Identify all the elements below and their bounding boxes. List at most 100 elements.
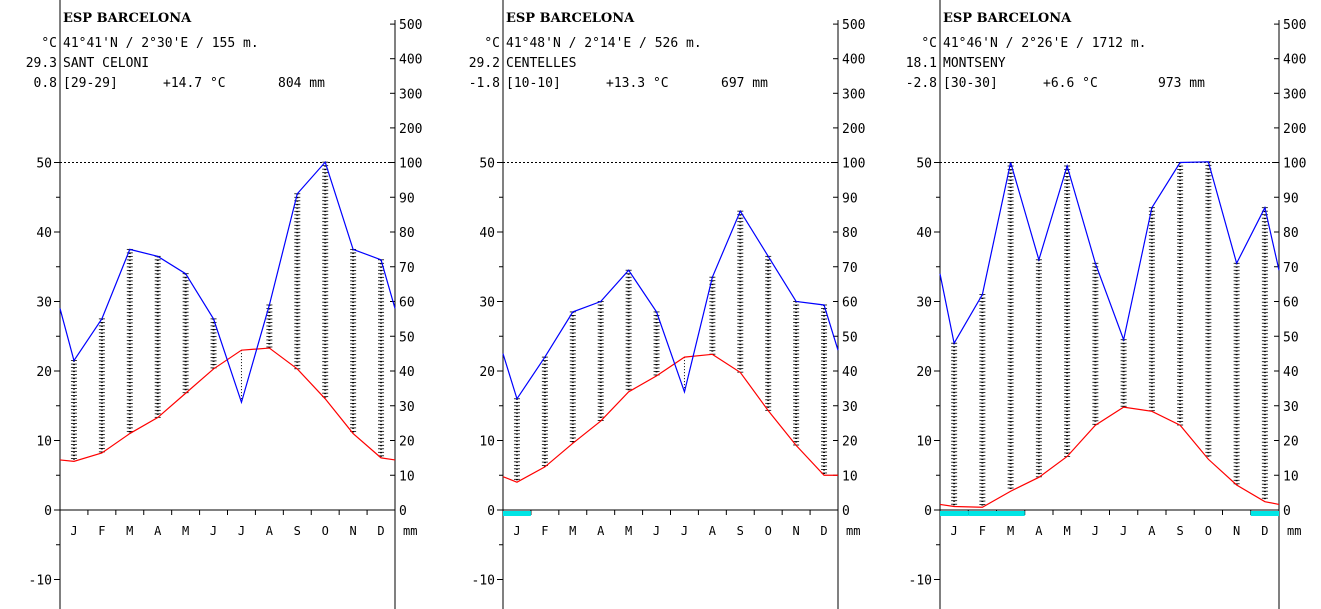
precip-tick-label: 100: [1283, 157, 1306, 172]
month-label: O: [765, 524, 772, 538]
abs-max-temp: 29.3: [26, 56, 57, 71]
temp-tick-label: 50: [916, 157, 932, 172]
month-label: N: [1233, 524, 1240, 538]
precip-tick-label: 300: [842, 87, 865, 102]
month-label: N: [793, 524, 800, 538]
month-label: J: [1120, 524, 1127, 538]
temp-tick-label: 10: [916, 435, 932, 450]
month-label: J: [681, 524, 688, 538]
precip-tick-label: 60: [842, 296, 858, 311]
station-name: SANT CELONI: [63, 56, 149, 71]
station-name: CENTELLES: [506, 56, 576, 71]
month-label: A: [1148, 524, 1156, 538]
temp-unit-label: °C: [484, 36, 500, 51]
precip-tick-label: 90: [1283, 191, 1299, 206]
precip-tick-label: 50: [842, 330, 858, 345]
precip-tick-label: 400: [399, 53, 422, 68]
temp-tick-label: 40: [36, 226, 52, 241]
temperature-line: [939, 406, 1280, 508]
annual-precipitation: 973 mm: [1158, 76, 1205, 91]
observation-period: [30-30]: [943, 76, 998, 91]
month-label: D: [820, 524, 827, 538]
month-label: M: [625, 524, 632, 538]
region-title: ESP BARCELONA: [63, 11, 192, 26]
abs-max-temp: 18.1: [906, 56, 937, 71]
station-name: MONTSENY: [943, 56, 1006, 71]
mean-temperature: +13.3 °C: [606, 76, 669, 91]
abs-max-temp: 29.2: [469, 56, 500, 71]
temp-tick-label: 50: [36, 157, 52, 172]
month-label: D: [1261, 524, 1268, 538]
observation-period: [10-10]: [506, 76, 561, 91]
month-label: A: [154, 524, 162, 538]
temp-tick-label: 0: [487, 504, 495, 519]
precip-unit-label: mm: [403, 524, 417, 538]
temp-tick-label: 50: [479, 157, 495, 172]
temp-tick-label: 20: [36, 365, 52, 380]
precip-tick-label: 40: [399, 365, 415, 380]
temp-tick-label: 0: [44, 504, 52, 519]
precip-tick-label: 400: [842, 53, 865, 68]
month-label: J: [951, 524, 958, 538]
region-title: ESP BARCELONA: [943, 11, 1072, 26]
month-label: O: [1205, 524, 1212, 538]
climate-panel-2: ESP BARCELONA °C 41°48'N / 2°14'E / 526 m.…: [469, 0, 865, 609]
month-label: J: [70, 524, 77, 538]
month-label: J: [513, 524, 520, 538]
precip-tick-label: 50: [399, 330, 415, 345]
frost-month-bar: [940, 511, 969, 516]
month-label: O: [322, 524, 329, 538]
precip-tick-label: 500: [1283, 18, 1306, 33]
temp-unit-label: °C: [921, 36, 937, 51]
mean-temperature: +14.7 °C: [163, 76, 226, 91]
precip-tick-label: 20: [399, 435, 415, 450]
precip-tick-label: 200: [399, 122, 422, 137]
month-label: S: [294, 524, 301, 538]
temp-unit-label: °C: [41, 36, 57, 51]
precip-tick-label: 90: [399, 191, 415, 206]
temp-tick-label: 40: [479, 226, 495, 241]
month-label: M: [182, 524, 189, 538]
precipitation-line: [59, 160, 396, 405]
precip-tick-label: 200: [842, 122, 865, 137]
precip-tick-label: 60: [399, 296, 415, 311]
temp-tick-label: -10: [29, 574, 52, 589]
precip-tick-label: 90: [842, 191, 858, 206]
precip-tick-label: 30: [842, 400, 858, 415]
observation-period: [29-29]: [63, 76, 118, 91]
temperature-line: [59, 347, 396, 462]
precip-tick-label: 70: [842, 261, 858, 276]
abs-min-temp: 0.8: [34, 76, 57, 91]
precip-tick-label: 30: [399, 400, 415, 415]
month-label: A: [709, 524, 717, 538]
climate-panel-1: ESP BARCELONA °C 41°41'N / 2°30'E / 155 m.…: [26, 0, 422, 609]
precip-tick-label: 40: [1283, 365, 1299, 380]
annual-precipitation: 804 mm: [278, 76, 325, 91]
precip-tick-label: 80: [842, 226, 858, 241]
frost-month-bar: [503, 511, 531, 516]
precip-tick-label: 20: [842, 435, 858, 450]
precip-tick-label: 80: [399, 226, 415, 241]
month-label: F: [541, 524, 548, 538]
temp-tick-label: 40: [916, 226, 932, 241]
month-label: F: [98, 524, 105, 538]
month-label: A: [597, 524, 605, 538]
precip-tick-label: 10: [399, 469, 415, 484]
annual-precipitation: 697 mm: [721, 76, 768, 91]
precip-tick-label: 60: [1283, 296, 1299, 311]
month-label: N: [350, 524, 357, 538]
temp-tick-label: 20: [916, 365, 932, 380]
abs-min-temp: -2.8: [906, 76, 937, 91]
precip-tick-label: 400: [1283, 53, 1306, 68]
month-label: J: [1092, 524, 1099, 538]
temp-tick-label: 10: [36, 435, 52, 450]
precip-tick-label: 300: [1283, 87, 1306, 102]
precip-tick-label: 300: [399, 87, 422, 102]
temp-tick-label: -10: [909, 574, 932, 589]
frost-month-bar: [996, 511, 1025, 516]
month-label: M: [1007, 524, 1014, 538]
frost-month-bar: [968, 511, 997, 516]
precip-tick-label: 0: [399, 504, 407, 519]
month-label: M: [569, 524, 576, 538]
climate-panel-3: ESP BARCELONA °C 41°46'N / 2°26'E / 1712 m…: [906, 0, 1306, 609]
